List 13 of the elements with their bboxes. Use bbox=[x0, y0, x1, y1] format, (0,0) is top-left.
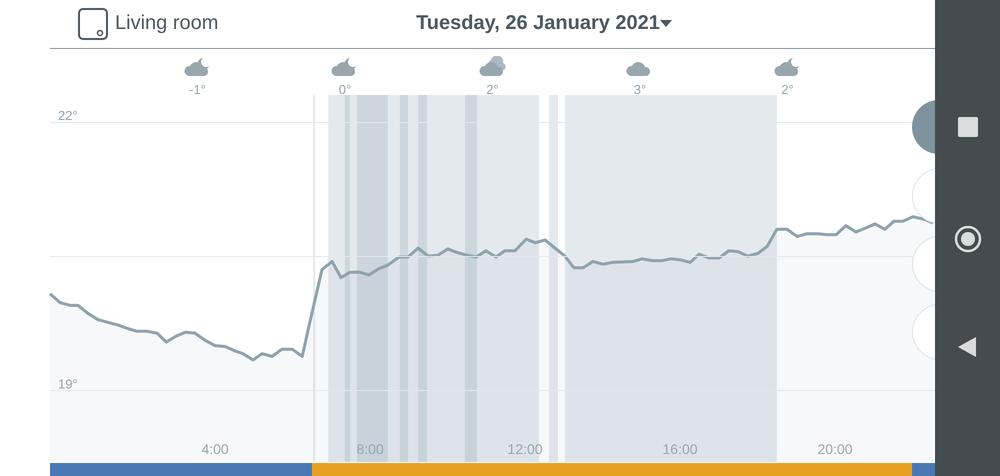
annotation: 3° bbox=[634, 82, 646, 97]
annotation: 2° bbox=[781, 82, 794, 97]
y-tick-label: 22° bbox=[58, 108, 78, 123]
x-tick-label: 12:00 bbox=[508, 441, 543, 457]
x-tick-label: 20:00 bbox=[818, 441, 853, 457]
chart-subtitle: Tuesday, 26 January 2021 bbox=[416, 12, 660, 35]
y-tick-label: 19° bbox=[58, 376, 78, 392]
chart-title: Living room bbox=[115, 12, 218, 35]
x-tick-label: 16:00 bbox=[662, 441, 698, 457]
x-tick-label: 4:00 bbox=[201, 441, 229, 457]
annotation: 2° bbox=[486, 82, 499, 97]
annotation: -1° bbox=[189, 82, 206, 97]
annotation: 0° bbox=[338, 82, 352, 97]
